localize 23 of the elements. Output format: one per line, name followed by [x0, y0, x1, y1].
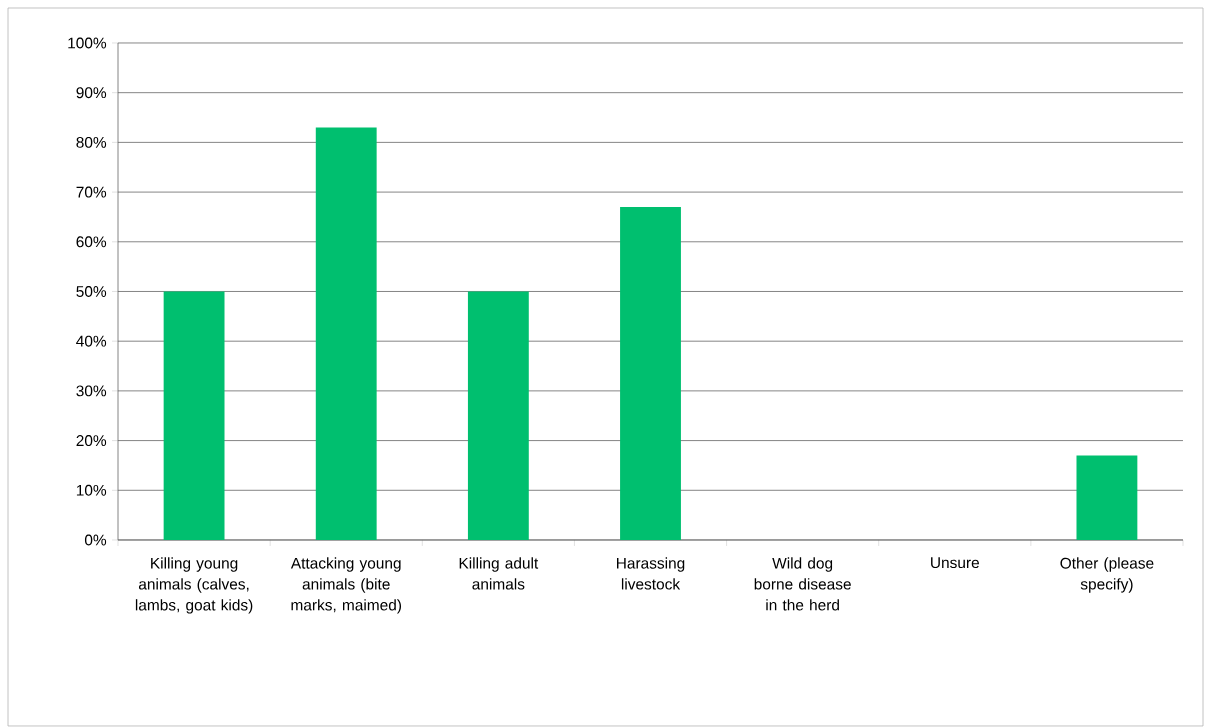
y-tick-label: 50% [76, 286, 107, 297]
bar [1076, 455, 1138, 540]
bar [315, 127, 377, 540]
x-tick-label: Unsure [931, 557, 979, 569]
x-tick-label: Harassing livestock [617, 557, 685, 590]
x-tick-label: Other (please specify) [1060, 557, 1154, 593]
y-tick-label: 90% [76, 87, 107, 99]
x-tick-label: Attacking young animals (bite marks, maimed) [290, 557, 402, 614]
x-tick-label: Killing young animals (calves, lambs, goat kids) [135, 557, 253, 614]
y-tick-label: 60% [76, 236, 107, 248]
bar [467, 291, 529, 540]
y-tick-label: 70% [76, 186, 107, 198]
y-tick-label: 20% [76, 435, 107, 447]
bar [620, 206, 681, 540]
y-tick-label: 80% [76, 136, 107, 148]
y-tick-label: 30% [76, 385, 107, 397]
x-tick-label: Killing adult animals [459, 557, 539, 590]
y-tick-label: 10% [76, 484, 107, 496]
y-tick-label: 0% [84, 534, 107, 546]
bar [163, 291, 225, 540]
x-tick-label: Wild dog borne disease in the herd [754, 557, 851, 611]
y-tick-label: 40% [76, 335, 107, 347]
y-tick-label: 100% [68, 37, 107, 49]
